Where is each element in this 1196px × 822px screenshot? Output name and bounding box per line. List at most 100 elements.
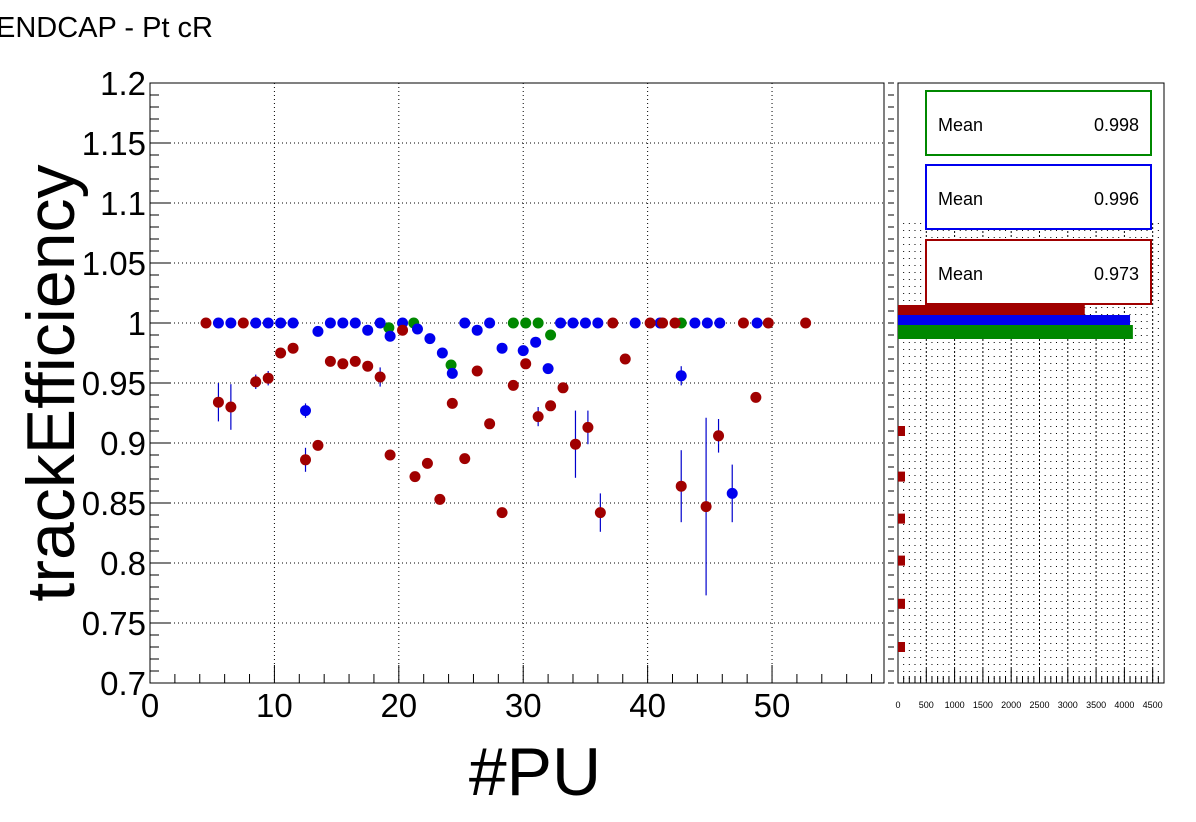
data-point — [545, 400, 557, 412]
histogram-bar — [898, 325, 1133, 339]
data-point — [459, 317, 471, 329]
x-tick-label: 20 — [380, 687, 417, 724]
data-point — [324, 317, 336, 329]
data-point — [384, 330, 396, 342]
y-tick-label: 0.75 — [82, 605, 146, 642]
data-point — [212, 317, 224, 329]
x-tick-label: 10 — [256, 687, 293, 724]
data-point — [592, 317, 604, 329]
data-point — [530, 336, 542, 348]
data-point — [446, 367, 458, 379]
y-tick-label: 1.1 — [100, 185, 146, 222]
histogram-bar — [898, 513, 905, 524]
data-point — [579, 317, 591, 329]
stats-value: 0.973 — [1094, 264, 1139, 284]
histogram-bar — [898, 426, 905, 436]
y-tick-label: 0.85 — [82, 485, 146, 522]
data-point — [471, 365, 483, 377]
data-point — [594, 507, 606, 519]
data-point — [532, 317, 544, 329]
data-point — [714, 317, 726, 329]
y-tick-label: 0.9 — [100, 425, 146, 462]
data-point — [520, 317, 532, 329]
data-point — [750, 391, 762, 403]
histogram-tick-label: 1000 — [945, 700, 965, 710]
stats-value: 0.996 — [1094, 189, 1139, 209]
data-point — [644, 317, 656, 329]
data-point — [312, 325, 324, 337]
data-point — [362, 324, 374, 336]
data-point — [517, 345, 529, 357]
data-point — [532, 411, 544, 423]
data-point — [225, 401, 237, 413]
y-tick-label: 0.95 — [82, 365, 146, 402]
y-tick-label: 0.8 — [100, 545, 146, 582]
histogram-tick-label: 3500 — [1086, 700, 1106, 710]
data-point — [421, 457, 433, 469]
data-point — [397, 324, 409, 336]
data-point — [507, 317, 519, 329]
data-point — [337, 358, 349, 370]
data-point — [212, 396, 224, 408]
stats-box — [925, 239, 1152, 305]
y-tick-label: 0.7 — [100, 665, 146, 702]
data-point — [262, 372, 274, 384]
data-point — [337, 317, 349, 329]
data-point — [751, 317, 763, 329]
data-point — [384, 449, 396, 461]
data-point — [545, 329, 557, 341]
data-point — [324, 355, 336, 367]
data-point — [701, 317, 713, 329]
data-point — [275, 347, 287, 359]
histogram-bar — [898, 642, 905, 652]
data-point — [800, 317, 812, 329]
stats-box — [925, 164, 1152, 230]
data-point — [507, 379, 519, 391]
x-tick-label: 50 — [754, 687, 791, 724]
data-point — [362, 360, 374, 372]
data-point — [424, 333, 436, 345]
data-point — [629, 317, 641, 329]
x-tick-label: 30 — [505, 687, 542, 724]
histogram-bar — [898, 555, 905, 566]
data-point — [237, 317, 249, 329]
data-point — [436, 347, 448, 359]
y-tick-label: 1.15 — [82, 125, 146, 162]
data-point — [312, 439, 324, 451]
data-point — [582, 421, 594, 433]
stats-label: Mean — [938, 264, 983, 284]
y-tick-label: 1 — [128, 305, 146, 342]
data-point — [619, 353, 631, 365]
data-point — [300, 405, 312, 417]
y-axis-label: trackEfficiency — [13, 164, 89, 601]
data-point — [675, 480, 687, 492]
data-point — [262, 317, 274, 329]
data-point — [700, 501, 712, 513]
data-point — [383, 322, 395, 334]
data-point — [569, 438, 581, 450]
stats-label: Mean — [938, 115, 983, 135]
histogram-tick-label: 4500 — [1143, 700, 1163, 710]
data-point — [496, 507, 508, 519]
histogram-tick-label: 2000 — [1001, 700, 1021, 710]
stats-value: 0.998 — [1094, 115, 1139, 135]
data-point — [689, 317, 701, 329]
x-tick-label: 40 — [629, 687, 666, 724]
y-tick-label: 1.05 — [82, 245, 146, 282]
data-point — [349, 317, 361, 329]
data-point — [762, 317, 774, 329]
x-tick-label: 0 — [141, 687, 159, 724]
histogram-tick-label: 0 — [895, 700, 900, 710]
data-point — [484, 418, 496, 430]
data-point — [409, 471, 421, 483]
x-axis-label: #PU — [469, 734, 601, 810]
data-point — [287, 317, 299, 329]
histogram-tick-label: 2500 — [1029, 700, 1049, 710]
data-point — [726, 487, 738, 499]
data-point — [520, 358, 532, 370]
data-point — [471, 324, 483, 336]
chart-title: ENDCAP - Pt cR — [0, 12, 214, 44]
histogram-tick-label: 4000 — [1114, 700, 1134, 710]
data-point — [713, 430, 725, 442]
histogram-tick-label: 500 — [919, 700, 934, 710]
